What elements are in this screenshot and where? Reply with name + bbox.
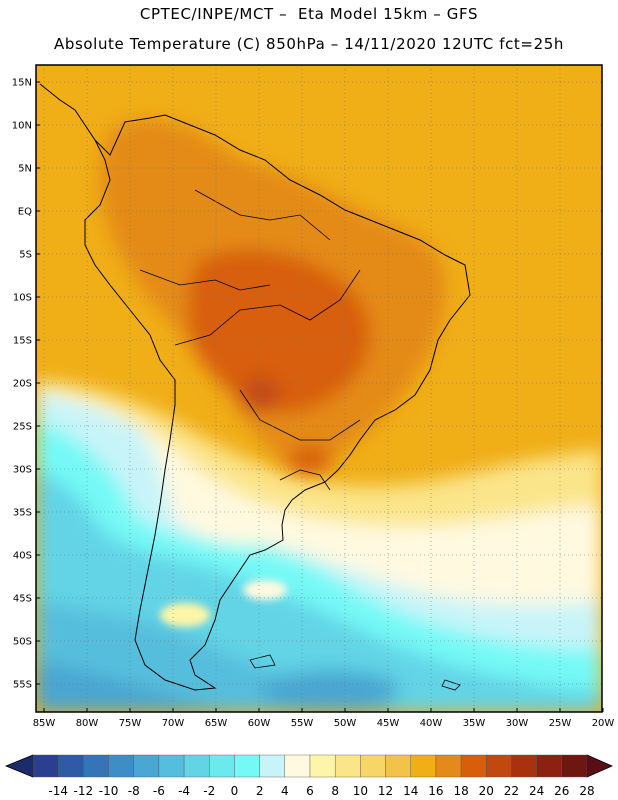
lat-label: EQ [18, 207, 32, 218]
colorbar-swatch [536, 754, 563, 778]
lat-label: 30S [13, 465, 32, 476]
lon-label: 70W [162, 718, 185, 729]
colorbar-label: -12 [74, 784, 94, 798]
colorbar-label: 10 [353, 784, 368, 798]
colorbar-label: -14 [48, 784, 68, 798]
colorbar-over-triangle [586, 754, 613, 778]
lat-label: 20S [13, 379, 32, 390]
colorbar-label: 6 [306, 784, 314, 798]
colorbar-swatch [234, 754, 260, 778]
colorbar-label: 26 [554, 784, 569, 798]
colorbar-label: -6 [153, 784, 165, 798]
colorbar-swatch [435, 754, 462, 778]
colorbar-swatch [158, 754, 185, 778]
lat-label: 15N [12, 78, 32, 89]
colorbar-swatch [133, 754, 160, 778]
lat-label: 55S [13, 680, 32, 691]
colorbar-swatch [309, 754, 336, 778]
map-title-line-2: Absolute Temperature (C) 850hPa – 14/11/… [54, 35, 564, 53]
colorbar-label: 16 [428, 784, 443, 798]
colorbar-swatch [183, 754, 210, 778]
latitude-labels: 15N 10N 5N EQ 5S 10S 15S 20S 25S 30S 35S 40S 45S 50S 5… [12, 78, 40, 691]
colorbar-swatch [209, 754, 235, 778]
colorbar-swatch [360, 754, 386, 778]
lat-label: 5N [18, 164, 32, 175]
colorbar-label: -4 [178, 784, 190, 798]
lon-label: 75W [119, 718, 142, 729]
colorbar-label: 12 [378, 784, 393, 798]
lon-label: 80W [76, 718, 99, 729]
temperature-field [36, 65, 602, 712]
lon-label: 55W [291, 718, 314, 729]
lon-label: 65W [205, 718, 228, 729]
colorbar-swatch [83, 754, 109, 778]
lat-label: 10S [13, 293, 32, 304]
lat-label: 50S [13, 637, 32, 648]
lon-label: 85W [33, 718, 56, 729]
lat-label: 25S [13, 422, 32, 433]
colorbar-label: 20 [479, 784, 494, 798]
colorbar-swatch [284, 754, 311, 778]
colorbar-label: 0 [231, 784, 239, 798]
colorbar-swatch [460, 754, 487, 778]
colorbar-label: -10 [99, 784, 119, 798]
colorbar-swatch [486, 754, 512, 778]
colorbar-label: 24 [529, 784, 544, 798]
colorbar-swatch [32, 754, 59, 778]
colorbar-swatch [57, 754, 84, 778]
lon-label: 45W [377, 718, 400, 729]
lat-label: 35S [13, 508, 32, 519]
colorbar-swatch [108, 754, 134, 778]
colorbar-swatch [511, 754, 537, 778]
south-america-coastline [39, 83, 471, 691]
lat-label: 40S [13, 551, 32, 562]
lon-label: 50W [334, 718, 357, 729]
lon-label: 60W [248, 718, 271, 729]
colorbar-label: 8 [331, 784, 339, 798]
colorbar-label: 14 [403, 784, 418, 798]
lon-label: 25W [549, 718, 572, 729]
map-frame [35, 64, 603, 713]
colorbar-label: 2 [256, 784, 264, 798]
colorbar-label: 28 [579, 784, 594, 798]
colorbar: -14 -12 -10 -8 -6 -4 -2 0 2 4 6 8 10 12 14 16 18 20 22 24 26… [4, 754, 613, 798]
colorbar-label: 22 [504, 784, 519, 798]
colorbar-label: 4 [281, 784, 289, 798]
lat-label: 15S [13, 336, 32, 347]
lon-label: 30W [506, 718, 529, 729]
colorbar-swatch [259, 754, 286, 778]
colorbar-under-triangle [4, 754, 34, 778]
lat-label: 45S [13, 594, 32, 605]
lat-label: 5S [19, 250, 32, 261]
colorbar-swatch [385, 754, 411, 778]
colorbar-label: -8 [128, 784, 140, 798]
colorbar-swatch [334, 754, 361, 778]
colorbar-label: 18 [453, 784, 468, 798]
lon-label: 40W [420, 718, 443, 729]
lon-label: 20W [592, 718, 615, 729]
colorbar-swatch [410, 754, 437, 778]
longitude-labels: 85W 80W 75W 70W 65W 60W 55W 50W 45W 40W 35W 30W 25W 2… [33, 708, 615, 729]
colorbar-swatch [561, 754, 588, 778]
lat-label: 10N [12, 121, 32, 132]
lon-label: 35W [463, 718, 486, 729]
map-title-line-1: CPTEC/INPE/MCT – Eta Model 15km – GFS [139, 5, 479, 23]
colorbar-label: -2 [203, 784, 215, 798]
